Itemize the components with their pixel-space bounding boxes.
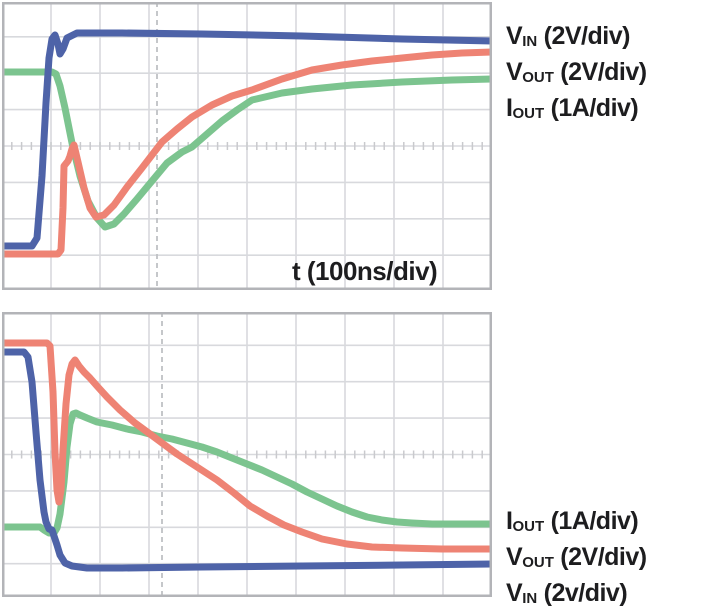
bottom-scope-plot [2, 312, 492, 597]
legend-vout-label: VOUT (2V/div) [506, 541, 647, 577]
legend-scale: (1A/div) [544, 507, 639, 535]
trace-vin [2, 348, 492, 572]
legend-symbol: V [506, 58, 523, 86]
bottom-legend: IOUT (1A/div) VOUT (2V/div) VIN (2v/div) [506, 505, 647, 613]
trace-iout [2, 68, 492, 231]
trace-vout [2, 339, 492, 553]
legend-scale: (2V/div) [553, 58, 647, 86]
trace-vout [2, 48, 492, 258]
legend-subscript: OUT [512, 105, 545, 122]
legend-scale: (1A/div) [544, 94, 639, 122]
legend-scale: (2V/div) [537, 22, 631, 50]
time-scale-label: t (100ns/div) [292, 256, 438, 286]
oscilloscope-screenshot: { "colors": { "vin": "#4e63a8", "vout": … [2, 2, 648, 607]
bottom-scope-canvas [2, 312, 492, 597]
top-scope-plot [2, 2, 492, 290]
legend-scale: (2v/div) [537, 579, 628, 607]
legend-vin-label: VIN (2v/div) [506, 577, 647, 613]
legend-symbol: I [506, 507, 513, 535]
legend-subscript: IN [522, 33, 538, 50]
legend-symbol: V [506, 579, 523, 607]
legend-symbol: I [506, 94, 513, 122]
legend-iout-label: IOUT (1A/div) [506, 505, 647, 541]
legend-iout-label: IOUT (1A/div) [506, 92, 647, 128]
legend-subscript: OUT [512, 518, 545, 535]
legend-subscript: IN [522, 590, 538, 607]
trace-vin [2, 29, 492, 250]
legend-vout-label: VOUT (2V/div) [506, 56, 647, 92]
top-legend: VIN (2V/div) VOUT (2V/div) IOUT (1A/div) [506, 20, 647, 128]
legend-vin-label: VIN (2V/div) [506, 20, 647, 56]
legend-symbol: V [506, 22, 523, 50]
legend-subscript: OUT [522, 69, 554, 86]
legend-subscript: OUT [522, 554, 554, 571]
legend-symbol: V [506, 543, 523, 571]
legend-scale: (2V/div) [553, 543, 647, 571]
top-scope-canvas [2, 2, 492, 290]
